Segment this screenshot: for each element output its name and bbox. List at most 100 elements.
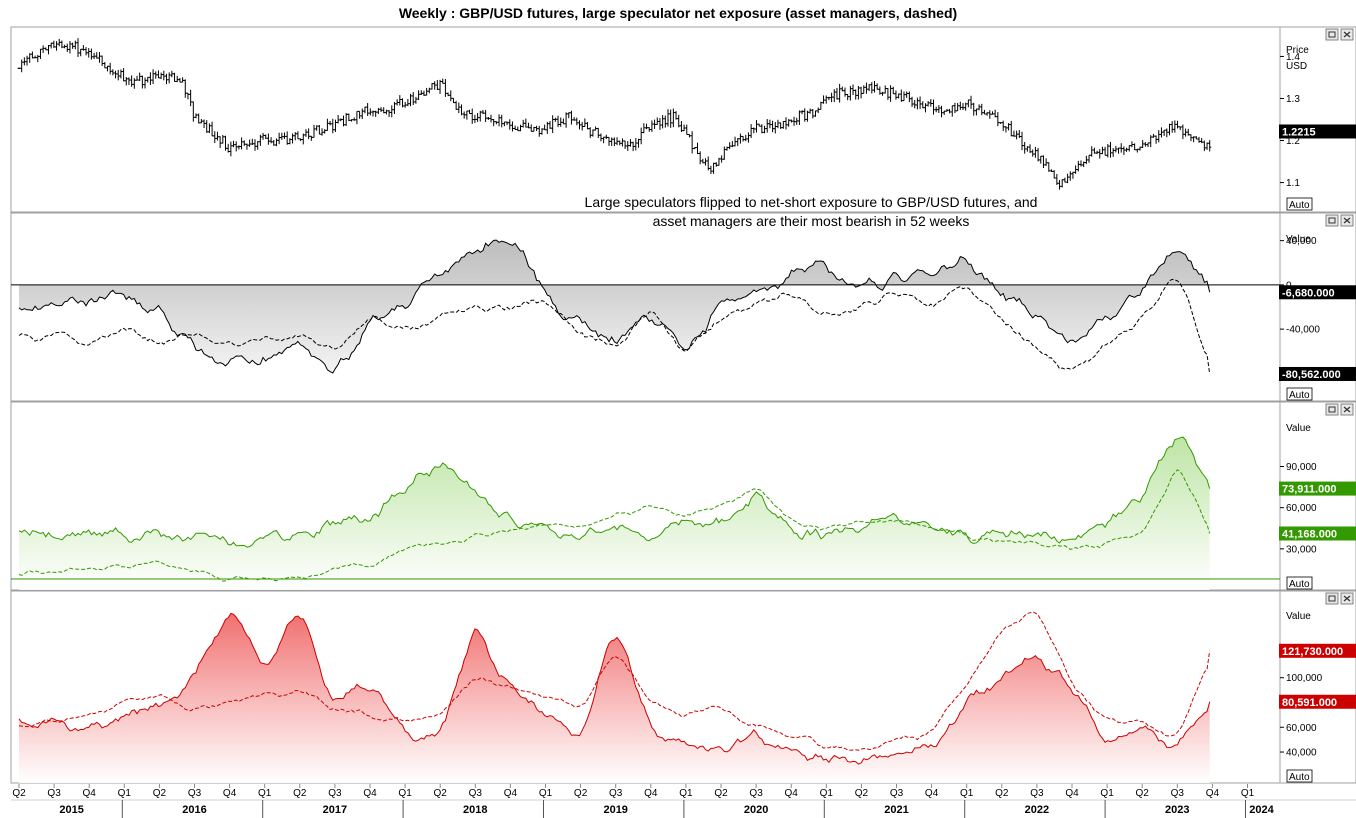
price-bar [114,70,118,79]
close-icon[interactable] [1340,403,1354,416]
price-bar [468,109,472,115]
quarter-tick-label: Q1 [398,788,412,799]
price-bar [864,82,868,94]
price-bar [757,123,761,127]
price-bar [309,135,313,141]
svg-text:Auto: Auto [1289,200,1310,211]
price-bar [253,139,257,151]
quarter-tick-label: Q3 [749,788,763,799]
auto-scale-button[interactable]: Auto [1286,197,1313,211]
y-tick-label: 1.3 [1286,94,1300,105]
price-bar [350,119,354,122]
year-label: 2018 [463,804,487,816]
auto-scale-button[interactable]: Auto [1286,769,1313,783]
price-bar [771,120,775,133]
price-bar [1082,161,1086,168]
price-bar [248,139,252,147]
price-bar [741,135,745,142]
price-bar [532,126,536,132]
price-bar [838,83,842,103]
price-bar [545,121,549,134]
quarter-tick-label: Q3 [1030,788,1044,799]
quarter-tick-label: Q1 [1100,788,1114,799]
close-icon[interactable] [1340,592,1354,605]
price-bar [76,38,80,57]
auto-scale-button[interactable]: Auto [1286,387,1313,401]
price-bar [709,165,713,174]
price-bar [889,85,893,102]
price-bar [728,142,732,150]
price-bar [1074,165,1078,174]
restore-icon[interactable] [1325,592,1339,605]
y-tick-label: 30,000 [1286,544,1317,555]
price-bar [1044,158,1048,166]
price-bar [454,100,458,110]
price-bar [173,72,177,82]
price-bar [84,47,88,56]
price-bar [1098,149,1102,159]
price-bar [183,79,187,98]
last-value-label: 80,591.000 [1279,694,1356,709]
price-bar [1208,140,1212,152]
price-bar [449,90,453,102]
price-bar [642,123,646,134]
price-bar [749,124,753,139]
price-bar [795,117,799,125]
price-bar [1071,171,1075,179]
price-bar [111,69,115,76]
quarter-tick-label: Q4 [1065,788,1079,799]
price-bar [135,75,139,81]
price-bar [1138,146,1142,151]
price-bar [800,110,804,115]
restore-icon[interactable] [1325,403,1339,416]
price-bar [232,140,236,148]
restore-icon[interactable] [1325,214,1339,227]
price-bar [792,116,796,126]
last-value-label: 41,168.000 [1279,526,1356,541]
price-bar [333,119,337,132]
price-bar [1184,128,1188,137]
price-bar [1100,146,1104,155]
large-speculators-net-line [18,239,1211,374]
price-bar [1178,126,1182,131]
price-axis-unit: USD [1286,61,1307,72]
restore-icon[interactable] [1325,28,1339,41]
quarter-tick-label: Q4 [83,788,97,799]
price-bar [344,112,348,126]
price-bar [1001,120,1005,131]
price-bar [218,136,222,149]
price-bar [441,78,445,84]
price-bar [20,59,24,73]
auto-scale-button[interactable]: Auto [1286,576,1313,590]
close-icon[interactable] [1340,214,1354,227]
quarter-tick-label: Q4 [1206,788,1220,799]
price-bar [808,108,812,114]
price-bar [368,108,372,116]
quarter-tick-label: Q1 [258,788,272,799]
price-bar [527,122,531,129]
close-icon[interactable] [1340,28,1354,41]
quarter-tick-label: Q2 [574,788,588,799]
price-bar [706,156,710,171]
price-bar [789,119,793,123]
price-bar [92,52,96,59]
price-bar [964,102,968,111]
price-bar [1143,142,1147,147]
price-bar [1125,147,1129,152]
price-bar [899,89,903,102]
y-tick-label: 1.1 [1286,178,1300,189]
price-bar [384,109,388,115]
y-tick-label: 100,000 [1286,673,1323,684]
price-bar [575,117,579,126]
price-bar [999,122,1003,124]
price-bar [175,75,179,83]
price-bar [395,99,399,106]
svg-text:41,168.000: 41,168.000 [1282,529,1337,541]
y-tick-label: 60,000 [1286,503,1317,514]
price-bar [1170,121,1174,133]
price-bar [612,137,616,147]
price-bar [701,158,705,164]
price-bar [234,141,238,152]
price-bar [610,137,614,146]
